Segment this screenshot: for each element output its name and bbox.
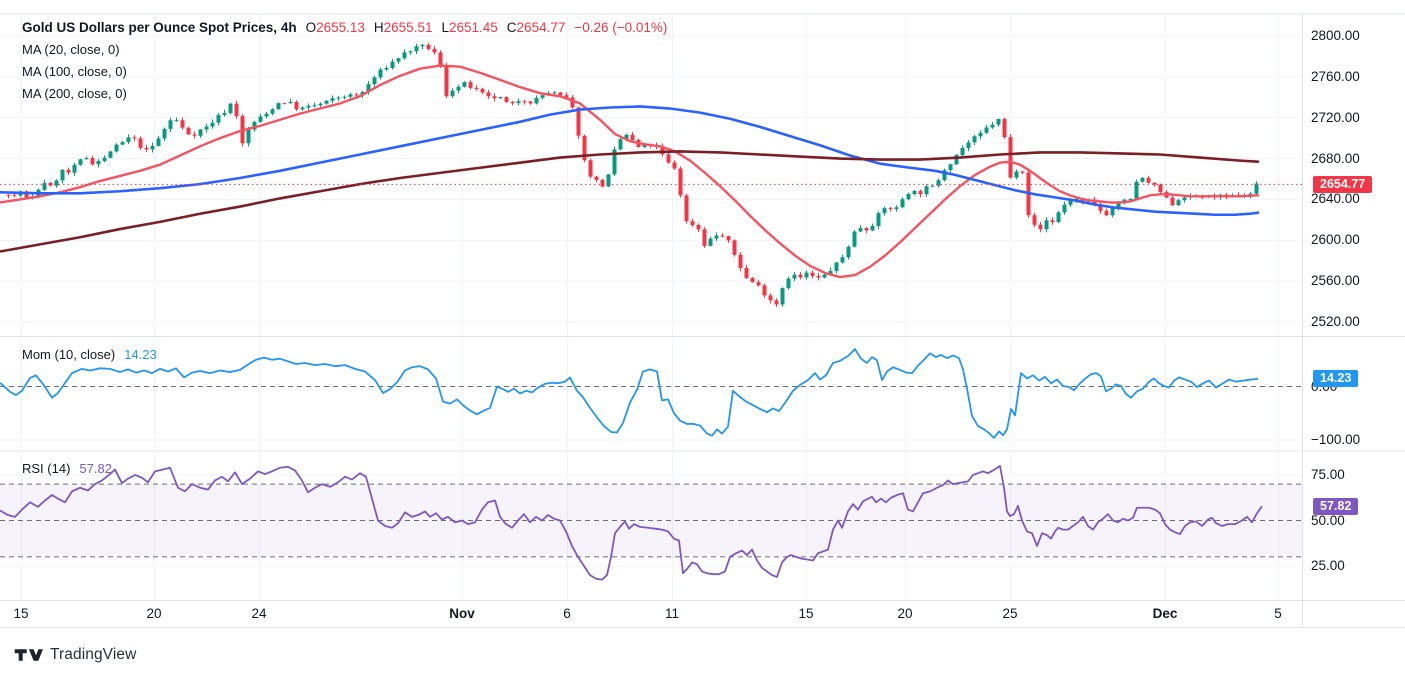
price-axis-label: 2520.00 (1311, 314, 1360, 329)
time-axis-label: 15 (798, 606, 814, 621)
price-axis-label: 2720.00 (1311, 109, 1360, 125)
momentum-legend-row[interactable]: Mom (10, close) 14.23 (22, 344, 157, 366)
price-axis-label: 2600.00 (1311, 232, 1360, 248)
rsi-value-badge: 57.82 (1313, 497, 1359, 515)
time-axis-label: 6 (563, 606, 571, 621)
price-axis-label: 2800.00 (1311, 28, 1360, 43)
time-axis-label: Dec (1152, 606, 1178, 621)
ma200-legend-label: MA (200, close, 0) (22, 86, 127, 101)
time-axis-label: 25 (1002, 606, 1018, 621)
ma100-legend-label: MA (100, close, 0) (22, 64, 127, 79)
time-axis-label: Nov (449, 606, 475, 621)
price-legend: Gold US Dollars per Ounce Spot Prices, 4… (22, 17, 667, 105)
price-axis-label: 2640.00 (1311, 191, 1360, 207)
time-axis-label: 15 (13, 606, 29, 621)
time-axis-label: 24 (251, 606, 267, 621)
ma20-legend-row[interactable]: MA (20, close, 0) (22, 39, 667, 61)
rsi-axis-label: 50.00 (1311, 512, 1345, 528)
time-axis-label: 5 (1274, 606, 1282, 621)
ohlc-high: H2655.51 (373, 20, 433, 35)
momentum-legend-value: 14.23 (124, 347, 157, 362)
rsi-legend: RSI (14) 57.82 (22, 458, 112, 480)
time-axis-label: 20 (897, 606, 913, 621)
time-axis-label: 20 (146, 606, 162, 621)
time-axis-label: 11 (664, 606, 680, 621)
symbol-title-row[interactable]: Gold US Dollars per Ounce Spot Prices, 4… (22, 17, 667, 39)
ma100-legend-row[interactable]: MA (100, close, 0) (22, 61, 667, 83)
tradingview-logo-text: TradingView (50, 646, 137, 663)
symbol-title: Gold US Dollars per Ounce Spot Prices, 4… (22, 20, 297, 35)
tradingview-logo[interactable]: TradingView (14, 646, 136, 664)
tradingview-logo-icon (14, 649, 43, 661)
rsi-legend-row[interactable]: RSI (14) 57.82 (22, 458, 112, 480)
rsi-axis-label: 75.00 (1311, 467, 1345, 482)
rsi-legend-label: RSI (14) (22, 461, 71, 476)
price-axis-label: 2680.00 (1311, 150, 1360, 166)
price-axis-label: 2760.00 (1311, 68, 1360, 84)
change-value: −0.26 (−0.01%) (574, 20, 668, 35)
momentum-legend: Mom (10, close) 14.23 (22, 344, 157, 366)
ohlc-close: C2654.77 (506, 20, 566, 35)
rsi-legend-value: 57.82 (79, 461, 112, 476)
momentum-axis-label: −100.00 (1311, 432, 1361, 447)
ohlc-low: L2651.45 (441, 20, 498, 35)
ma200-legend-row[interactable]: MA (200, close, 0) (22, 83, 667, 105)
momentum-legend-label: Mom (10, close) (22, 347, 116, 362)
price-axis-label: 2560.00 (1311, 273, 1360, 289)
ma20-legend-label: MA (20, close, 0) (22, 42, 120, 57)
rsi-axis-label: 25.00 (1311, 558, 1345, 573)
ohlc-open: O2655.13 (305, 20, 365, 35)
momentum-value-badge: 14.23 (1313, 370, 1359, 388)
last-price-badge: 2654.77 (1313, 175, 1373, 193)
